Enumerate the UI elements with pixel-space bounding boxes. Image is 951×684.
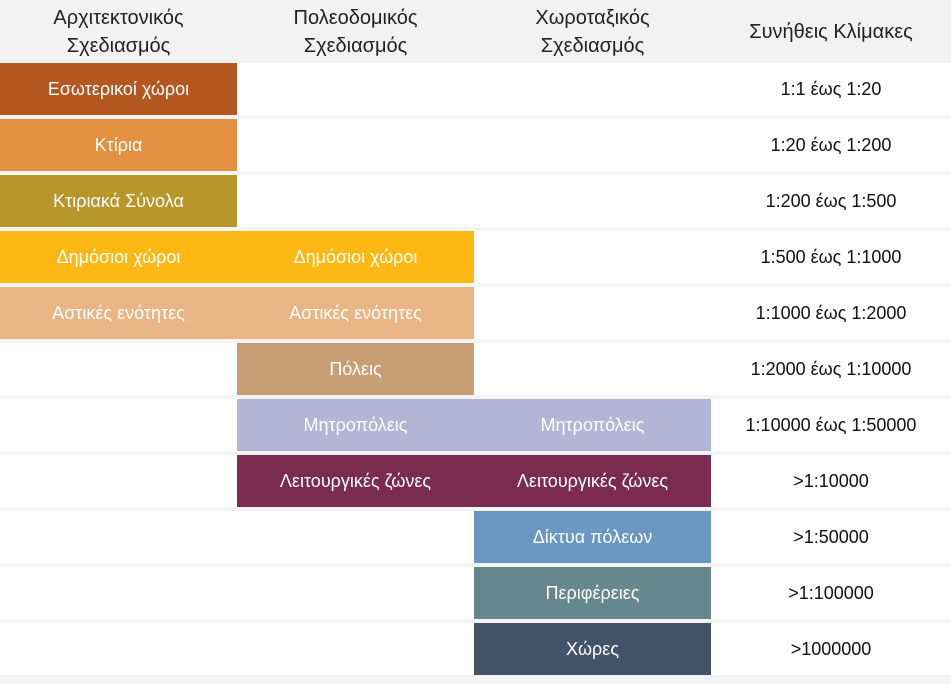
level-cell: Αστικές ενότητες <box>237 287 474 339</box>
level-cell: Περιφέρειες <box>474 567 711 619</box>
table-row: Περιφέρειες >1:100000 <box>0 567 951 619</box>
level-cell: Δημόσιοι χώροι <box>237 231 474 283</box>
table-row: Λειτουργικές ζώνες Λειτουργικές ζώνες >1:1… <box>0 455 951 507</box>
level-cell: Μητροπόλεις <box>474 399 711 451</box>
table-row: Δίκτυα πόλεων >1:50000 <box>0 511 951 563</box>
level-cell: Χώρες <box>474 623 711 675</box>
header-urban: Πολεοδομικός Σχεδιασμός <box>293 6 418 57</box>
scale-cell: >1:100000 <box>788 582 874 603</box>
scale-cell: 1:20 έως 1:200 <box>770 134 892 155</box>
header-architectural: Αρχιτεκτονικός Σχεδιασμός <box>53 6 184 57</box>
level-cell: Εσωτερικοί χώροι <box>0 63 237 115</box>
scale-cell: 1:2000 έως 1:10000 <box>750 358 912 379</box>
table-row: Πόλεις 1:2000 έως 1:10000 <box>0 343 951 395</box>
table-row: Εσωτερικοί χώροι 1:1 έως 1:20 <box>0 63 951 115</box>
table-row: Κτιριακά Σύνολα 1:200 έως 1:500 <box>0 175 951 227</box>
level-cell: Κτίρια <box>0 119 237 171</box>
scale-cell: >1:50000 <box>793 526 869 547</box>
table-row: Μητροπόλεις Μητροπόλεις 1:10000 έως 1:5000… <box>0 399 951 451</box>
scale-cell: 1:200 έως 1:500 <box>765 190 897 211</box>
table-row: Δημόσιοι χώροι Δημόσιοι χώροι 1:500 έως 1:… <box>0 231 951 283</box>
level-cell: Αστικές ενότητες <box>0 287 237 339</box>
header-scales: Συνήθεις Κλίμακες <box>749 20 913 43</box>
level-cell: Μητροπόλεις <box>237 399 474 451</box>
scale-cell: 1:1000 έως 1:2000 <box>755 302 907 323</box>
table-header: Αρχιτεκτονικός Σχεδιασμός Πολεοδομικός Σ… <box>0 0 951 63</box>
level-cell: Πόλεις <box>237 343 474 395</box>
level-cell: Δημόσιοι χώροι <box>0 231 237 283</box>
scale-cell: >1:10000 <box>793 470 869 491</box>
scale-cell: >1000000 <box>790 638 872 659</box>
table-row: Αστικές ενότητες Αστικές ενότητες 1:1000 έ… <box>0 287 951 339</box>
level-cell: Δίκτυα πόλεων <box>474 511 711 563</box>
scale-cell: 1:500 έως 1:1000 <box>760 246 902 267</box>
table-row: Κτίρια 1:20 έως 1:200 <box>0 119 951 171</box>
table-row: Χώρες >1000000 <box>0 623 951 675</box>
header-spatial: Χωροταξικός Σχεδιασμός <box>535 6 650 57</box>
level-cell: Λειτουργικές ζώνες <box>237 455 474 507</box>
level-cell: Κτιριακά Σύνολα <box>0 175 237 227</box>
scale-cell: 1:10000 έως 1:50000 <box>745 414 917 435</box>
level-cell: Λειτουργικές ζώνες <box>474 455 711 507</box>
scale-cell: 1:1 έως 1:20 <box>780 78 882 99</box>
